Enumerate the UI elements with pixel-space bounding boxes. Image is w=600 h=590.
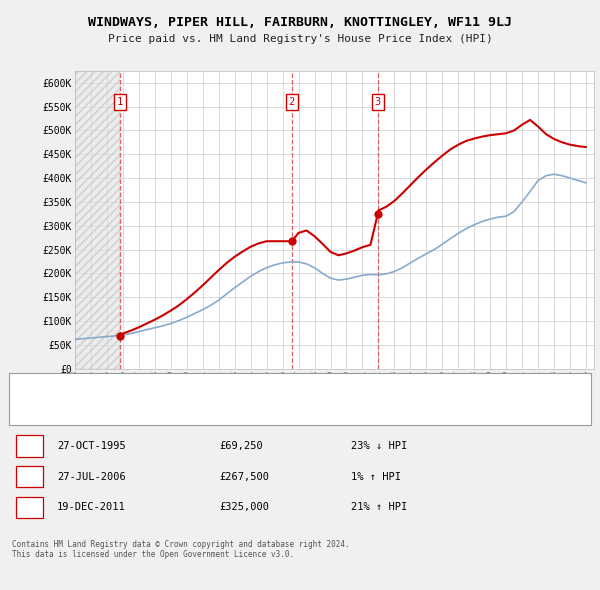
Text: —: — [21,379,41,398]
Text: 27-OCT-1995: 27-OCT-1995 [57,441,126,451]
Text: 3: 3 [26,503,32,512]
Text: £69,250: £69,250 [219,441,263,451]
Text: 23% ↓ HPI: 23% ↓ HPI [351,441,407,451]
Text: Contains HM Land Registry data © Crown copyright and database right 2024.
This d: Contains HM Land Registry data © Crown c… [12,540,350,559]
Text: 3: 3 [374,97,381,107]
Bar [75,71,120,369]
Text: 1: 1 [117,97,123,107]
Text: 2: 2 [26,472,32,481]
Text: 2: 2 [289,97,295,107]
Text: 21% ↑ HPI: 21% ↑ HPI [351,503,407,512]
Text: 27-JUL-2006: 27-JUL-2006 [57,472,126,481]
Text: WINDWAYS, PIPER HILL, FAIRBURN, KNOTTINGLEY, WF11 9LJ (detached house): WINDWAYS, PIPER HILL, FAIRBURN, KNOTTING… [51,384,419,393]
Text: 19-DEC-2011: 19-DEC-2011 [57,503,126,512]
Text: WINDWAYS, PIPER HILL, FAIRBURN, KNOTTINGLEY, WF11 9LJ: WINDWAYS, PIPER HILL, FAIRBURN, KNOTTING… [88,16,512,29]
Text: £325,000: £325,000 [219,503,269,512]
Text: 1% ↑ HPI: 1% ↑ HPI [351,472,401,481]
Text: HPI: Average price, detached house, North Yorkshire: HPI: Average price, detached house, Nort… [51,406,319,415]
Text: 1: 1 [26,441,32,451]
Text: £267,500: £267,500 [219,472,269,481]
Text: —: — [21,401,41,420]
Text: Price paid vs. HM Land Registry's House Price Index (HPI): Price paid vs. HM Land Registry's House … [107,34,493,44]
